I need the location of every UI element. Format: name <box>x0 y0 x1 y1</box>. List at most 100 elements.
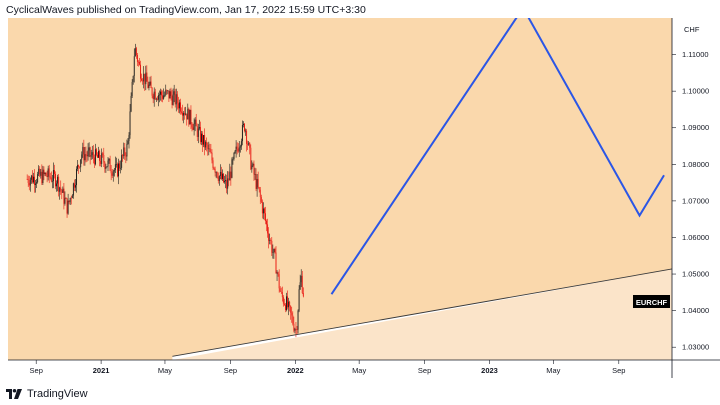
candle <box>204 128 206 156</box>
candle <box>219 164 221 180</box>
candle <box>34 169 35 193</box>
candle <box>174 88 176 108</box>
candle <box>28 175 30 191</box>
candle <box>262 202 264 220</box>
candle <box>50 171 52 183</box>
candle <box>205 140 207 151</box>
candle <box>259 186 261 205</box>
projection-zigzag[interactable] <box>330 18 665 295</box>
candle <box>106 166 108 168</box>
candle <box>266 219 268 232</box>
candle <box>65 196 67 199</box>
candle <box>250 144 252 171</box>
plot-area[interactable] <box>8 18 673 360</box>
price-tick-label: 1.09000 <box>682 123 709 132</box>
candle <box>226 174 228 194</box>
candle <box>227 171 229 195</box>
price-chart[interactable]: CHF 1.11000 1.10000 1.09000 1.08000 1.07000 1… <box>0 18 720 386</box>
candle <box>44 171 46 176</box>
candle <box>120 160 122 174</box>
candle <box>59 186 61 200</box>
candle <box>93 154 95 169</box>
candle <box>224 175 226 184</box>
candle <box>162 90 164 103</box>
candle <box>70 195 72 205</box>
candle <box>198 119 200 131</box>
candle <box>100 154 102 167</box>
candle <box>217 172 219 184</box>
candle <box>49 172 51 180</box>
candle <box>77 159 79 172</box>
candle <box>109 155 111 172</box>
candle <box>64 191 66 206</box>
candle <box>275 246 277 274</box>
candle <box>156 96 158 101</box>
candle <box>73 179 75 191</box>
candle <box>188 107 190 127</box>
candle <box>111 168 113 179</box>
candle <box>256 173 258 197</box>
candle <box>279 286 281 292</box>
candle <box>85 146 87 163</box>
candle <box>144 73 146 91</box>
candle <box>238 141 240 157</box>
candle <box>88 142 90 158</box>
candle <box>131 79 133 98</box>
candle <box>46 170 48 183</box>
candle <box>249 142 251 155</box>
support-trendline[interactable] <box>172 268 673 357</box>
candle <box>33 172 34 184</box>
candle <box>142 78 144 85</box>
candle <box>220 166 222 181</box>
candle <box>41 164 43 185</box>
candle <box>68 200 70 205</box>
candle <box>134 43 136 57</box>
candle <box>278 269 280 293</box>
candle <box>260 194 262 204</box>
candle <box>270 238 272 245</box>
candle <box>48 164 50 184</box>
candle <box>157 92 159 107</box>
candle <box>140 60 142 83</box>
candle <box>149 76 151 86</box>
candle <box>79 166 81 169</box>
candle <box>282 295 284 307</box>
candle <box>118 158 119 185</box>
candle <box>72 182 74 199</box>
candle <box>160 88 161 101</box>
candle <box>181 107 182 115</box>
candle <box>183 111 185 124</box>
candle <box>302 287 304 298</box>
candle <box>191 122 193 132</box>
candle <box>208 141 210 156</box>
time-tick-label: 2023 <box>481 366 498 375</box>
candle <box>159 90 160 103</box>
candle <box>232 156 234 165</box>
time-axis[interactable]: Sep 2021 May Sep 2022 May Sep 2023 May Sep <box>30 360 626 375</box>
candle <box>105 163 107 173</box>
candle <box>47 165 49 181</box>
candle <box>148 81 150 91</box>
candle <box>171 89 173 109</box>
time-tick-label: Sep <box>30 366 43 375</box>
candle <box>240 138 242 150</box>
price-tick-label: 1.06000 <box>682 233 709 242</box>
candle <box>244 122 245 133</box>
candle <box>84 147 86 166</box>
candle <box>187 103 189 120</box>
candle <box>273 248 275 259</box>
candle <box>178 99 180 114</box>
candle <box>268 227 270 249</box>
candle <box>164 91 166 98</box>
candle <box>218 175 220 186</box>
candle <box>197 123 199 144</box>
price-axis[interactable]: CHF 1.11000 1.10000 1.09000 1.08000 1.07000 1… <box>672 25 709 352</box>
price-tick-label: 1.08000 <box>682 160 709 169</box>
time-tick-label: May <box>352 366 366 375</box>
candle <box>133 48 135 83</box>
candle <box>138 60 139 67</box>
candle <box>146 65 148 82</box>
candle <box>235 140 237 158</box>
candle <box>280 287 282 294</box>
candle <box>107 156 109 171</box>
